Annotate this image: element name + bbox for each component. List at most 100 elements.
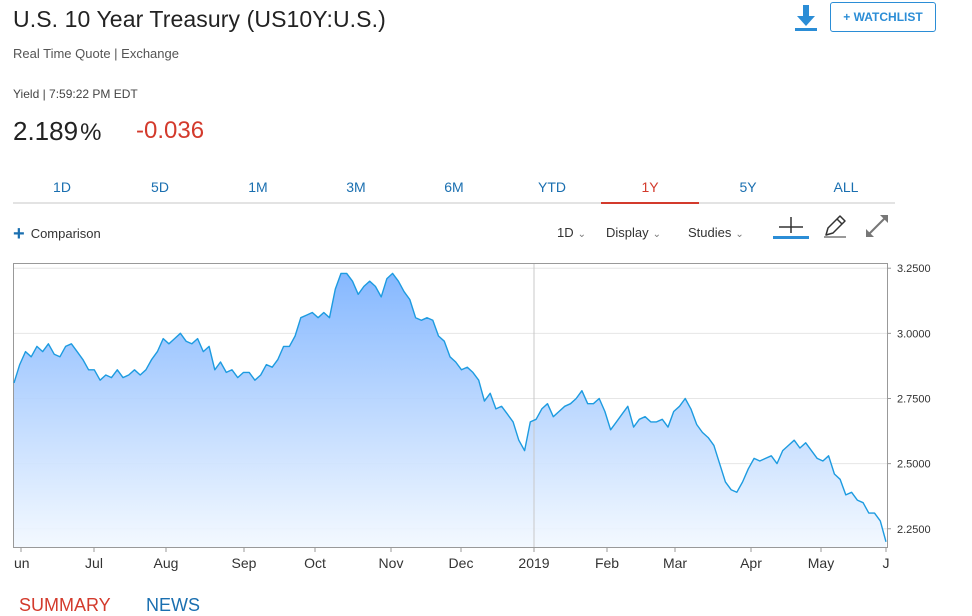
data-point [237, 377, 238, 378]
series-line [13, 272, 887, 542]
data-point [19, 364, 20, 365]
data-point [77, 351, 78, 352]
expand-icon[interactable] [864, 213, 890, 239]
studies-dropdown[interactable]: Studies ⌄ [688, 225, 744, 240]
studies-label: Studies [688, 225, 732, 240]
data-point [203, 351, 204, 352]
data-point [811, 450, 812, 451]
data-point [168, 343, 169, 344]
data-point [725, 481, 726, 482]
data-point [667, 427, 668, 428]
tab-3m[interactable]: 3M [346, 179, 366, 195]
tab-all[interactable]: ALL [833, 179, 859, 195]
crosshair-icon[interactable] [772, 213, 810, 241]
data-point [845, 494, 846, 495]
data-point [220, 361, 221, 362]
data-point [662, 419, 663, 420]
data-point [82, 359, 83, 360]
data-point [679, 406, 680, 407]
data-point [656, 421, 657, 422]
data-point [645, 416, 646, 417]
data-point [174, 338, 175, 339]
chevron-down-icon: ⌄ [735, 229, 744, 240]
data-point [105, 374, 106, 375]
data-point [375, 286, 376, 287]
data-point [128, 374, 129, 375]
data-point [874, 513, 875, 514]
tab-summary[interactable]: SUMMARY [19, 595, 111, 615]
download-icon[interactable] [794, 4, 818, 32]
data-point [340, 273, 341, 274]
y-tick-label: 2.2500 [897, 524, 931, 536]
data-point [599, 398, 600, 399]
data-point [318, 317, 319, 318]
data-point [13, 382, 14, 383]
data-point [421, 320, 422, 321]
data-point [392, 273, 393, 274]
chart-area[interactable]: 3.2500 3.0000 2.7500 2.5000 2.2500 un Jul Aug Se… [13, 263, 956, 573]
y-tick-label: 2.7500 [897, 393, 931, 405]
display-dropdown[interactable]: Display ⌄ [606, 225, 661, 240]
data-point [685, 398, 686, 399]
data-point [495, 408, 496, 409]
data-point [673, 411, 674, 412]
data-point [369, 281, 370, 282]
data-point [306, 315, 307, 316]
watchlist-button[interactable]: + WATCHLIST [830, 2, 936, 32]
data-point [622, 414, 623, 415]
comparison-button[interactable]: + Comparison [13, 222, 101, 245]
data-point [558, 411, 559, 412]
y-tick-label: 3.0000 [897, 328, 931, 340]
data-point [822, 460, 823, 461]
data-point [472, 372, 473, 373]
series-area [14, 273, 886, 547]
tab-ytd[interactable]: YTD [538, 179, 566, 195]
tab-news[interactable]: NEWS [146, 595, 200, 615]
pencil-icon[interactable] [822, 213, 848, 239]
data-point [140, 374, 141, 375]
data-point [518, 440, 519, 441]
data-point [415, 317, 416, 318]
plus-icon: + [13, 222, 25, 245]
interval-dropdown[interactable]: 1D ⌄ [557, 225, 586, 240]
data-point [48, 343, 49, 344]
data-point [289, 346, 290, 347]
data-point [352, 281, 353, 282]
tab-1y[interactable]: 1Y [601, 172, 699, 204]
tab-1d[interactable]: 1D [53, 179, 71, 195]
data-point [455, 361, 456, 362]
data-point [214, 369, 215, 370]
data-point [610, 429, 611, 430]
data-point [541, 408, 542, 409]
last-price: 2.189% [13, 116, 101, 147]
data-point [690, 408, 691, 409]
data-point [759, 460, 760, 461]
data-point [335, 289, 336, 290]
data-point [283, 346, 284, 347]
x-tick-label: Aug [154, 555, 179, 571]
x-tick-label: un [14, 555, 30, 571]
chevron-down-icon: ⌄ [577, 229, 587, 240]
comparison-label: Comparison [30, 226, 101, 241]
data-point [868, 513, 869, 514]
data-point [547, 403, 548, 404]
data-point [71, 343, 72, 344]
data-point [696, 424, 697, 425]
data-point [885, 541, 886, 542]
data-point [398, 281, 399, 282]
data-point [553, 416, 554, 417]
x-tick-label: Oct [304, 555, 326, 571]
tab-5y[interactable]: 5Y [739, 179, 757, 195]
tab-1m[interactable]: 1M [248, 179, 268, 195]
data-point [191, 343, 192, 344]
data-point [702, 432, 703, 433]
tab-6m[interactable]: 6M [444, 179, 464, 195]
data-point [748, 468, 749, 469]
x-tick-label: J [883, 555, 890, 571]
display-label: Display [606, 225, 649, 240]
tab-5d[interactable]: 5D [151, 179, 169, 195]
x-tick-label: Feb [595, 555, 619, 571]
data-point [461, 369, 462, 370]
last-price-unit: % [80, 119, 102, 146]
data-point [765, 458, 766, 459]
